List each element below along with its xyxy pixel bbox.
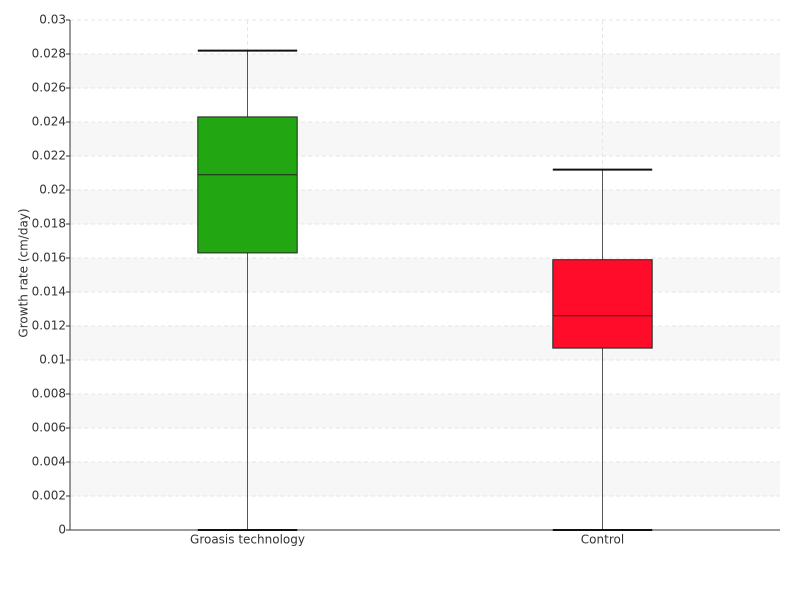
y-tick-label: 0.01 (39, 353, 66, 367)
grid-band (70, 258, 780, 292)
y-tick-label: 0 (58, 523, 66, 537)
grid-band (70, 326, 780, 360)
y-tick-label: 0.006 (32, 421, 66, 435)
y-tick-label: 0.028 (32, 47, 66, 61)
y-tick-label: 0.026 (32, 81, 66, 95)
y-axis-label: Growth rate (cm/day) (17, 208, 31, 337)
box (552, 259, 653, 349)
y-tick-label: 0.008 (32, 387, 66, 401)
y-tick-label: 0.018 (32, 217, 66, 231)
grid-band (70, 394, 780, 428)
x-tick-label: Control (581, 533, 624, 547)
grid-band (70, 54, 780, 88)
grid-band (70, 462, 780, 496)
y-tick-label: 0.022 (32, 149, 66, 163)
grid-band (70, 122, 780, 156)
x-tick-label: Groasis technology (190, 533, 305, 547)
y-tick-label: 0.02 (39, 183, 66, 197)
y-tick-label: 0.024 (32, 115, 66, 129)
y-tick-label: 0.016 (32, 251, 66, 265)
y-tick-label: 0.002 (32, 489, 66, 503)
grid-band (70, 190, 780, 224)
box (197, 116, 298, 254)
y-tick-label: 0.012 (32, 319, 66, 333)
y-tick-label: 0.03 (39, 13, 66, 27)
y-tick-label: 0.004 (32, 455, 66, 469)
y-tick-label: 0.014 (32, 285, 66, 299)
